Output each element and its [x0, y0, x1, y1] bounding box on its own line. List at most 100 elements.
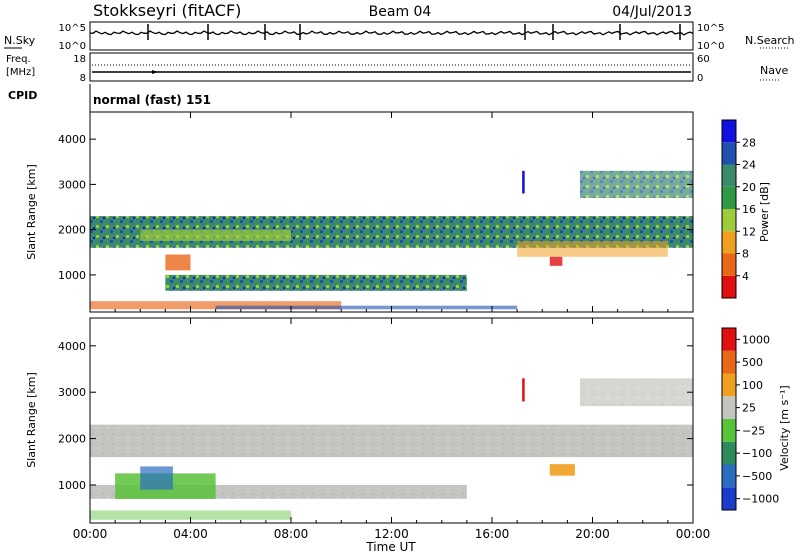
noise-left-tick-bottom: 10^0	[59, 41, 86, 52]
colorbar-segment	[722, 441, 736, 465]
power-patch	[165, 254, 191, 271]
date-label: 04/Jul/2013	[612, 4, 692, 20]
power-y-ticks: 1000 2000 3000 4000	[58, 133, 693, 282]
beam-label: Beam 04	[369, 4, 432, 20]
frequency-tick-top: 18	[73, 54, 86, 65]
power-spot	[549, 256, 563, 266]
x-axis-label: Time UT	[365, 540, 416, 554]
colorbar-segment	[722, 186, 736, 209]
y-tick-label: 1000	[58, 479, 86, 492]
velocity-patch-orange	[549, 464, 575, 476]
noise-left-label: N.Sky	[4, 34, 36, 47]
x-tick-label: 16:00	[475, 527, 510, 541]
power-band-core	[140, 229, 291, 241]
nave-tick-top: 60	[697, 54, 710, 65]
cpid-label: CPID	[8, 89, 37, 102]
frequency-tick-bottom: 8	[80, 73, 86, 84]
colorbar-tick-label: 1000	[742, 333, 770, 346]
colorbar-tick-label: −500	[742, 470, 772, 483]
colorbar-segment	[722, 142, 736, 165]
colorbar-segment	[722, 350, 736, 374]
power-spike	[522, 170, 525, 194]
frequency-panel: Freq. [MHz] 18 8 60 0 Nave	[6, 52, 788, 84]
velocity-colorbar-label: Velocity [m s⁻¹]	[778, 385, 791, 470]
x-tick-label: 20:00	[575, 527, 610, 541]
cpid-value: normal (fast) 151	[93, 93, 211, 107]
colorbar-tick-label: −1000	[742, 493, 779, 506]
colorbar-tick-label: 4	[742, 270, 749, 283]
y-tick-label: 2000	[58, 433, 86, 446]
colorbar-tick-label: 500	[742, 356, 763, 369]
power-band-upper	[579, 170, 693, 198]
power-colorbar-label: Power [dB]	[758, 182, 771, 242]
colorbar-segment	[722, 487, 736, 510]
colorbar-tick-label: −25	[742, 424, 765, 437]
x-tick-label: 04:00	[173, 527, 208, 541]
power-band-late	[517, 240, 668, 257]
velocity-band-low	[90, 510, 291, 520]
colorbar-tick-label: 8	[742, 248, 749, 261]
noise-right-label: N.Search	[745, 34, 795, 47]
colorbar-segment	[722, 275, 736, 298]
noise-left-tick-top: 10^5	[59, 23, 86, 34]
colorbar-segment	[722, 328, 736, 351]
colorbar-frame	[721, 327, 737, 511]
x-tick-label: 12:00	[374, 527, 409, 541]
noise-right-tick-bottom: 10^0	[697, 41, 724, 52]
colorbar-segment	[722, 164, 736, 187]
colorbar-tick-label: 24	[742, 159, 756, 172]
velocity-patch-blue	[140, 466, 173, 490]
y-tick-label: 3000	[58, 178, 86, 191]
power-y-axis-label: Slant Range [km]	[25, 164, 38, 260]
colorbar-segment	[722, 464, 736, 488]
colorbar-tick-label: 25	[742, 402, 756, 415]
colorbar-segment	[722, 209, 736, 232]
x-tick-label: 08:00	[274, 527, 309, 541]
colorbar-tick-label: 16	[742, 203, 756, 216]
colorbar-tick-label: −100	[742, 447, 772, 460]
y-tick-label: 2000	[58, 224, 86, 237]
y-tick-label: 3000	[58, 386, 86, 399]
colorbar-tick-label: 28	[742, 136, 756, 149]
velocity-colorbar: 1000 500 100 25 −25 −100 −500 −1000	[721, 327, 779, 511]
velocity-band-main	[90, 424, 693, 458]
colorbar-segment	[722, 396, 736, 419]
noise-panel: N.Sky 10^5 10^0 10^5 10^0 N.Search	[4, 21, 795, 52]
frequency-label-line1: Freq.	[6, 54, 31, 65]
power-colorbar: 4 8 12 16 20 24 28	[721, 119, 756, 299]
nave-label: Nave	[760, 64, 788, 77]
colorbar-segment	[722, 231, 736, 254]
frequency-label-line2: [MHz]	[6, 67, 35, 78]
velocity-spike	[522, 378, 525, 402]
frequency-frame	[89, 52, 694, 82]
noise-series	[89, 24, 694, 40]
y-tick-label: 4000	[58, 340, 86, 353]
velocity-bands	[90, 378, 693, 520]
velocity-y-axis-label: Slant Range [km]	[25, 372, 38, 468]
power-x-ticks	[89, 112, 694, 312]
noise-right-tick-top: 10^5	[697, 23, 724, 34]
station-title: Stokkseyri (fitACF)	[93, 1, 241, 20]
y-tick-label: 4000	[58, 133, 86, 146]
power-band-low	[90, 301, 342, 310]
power-band-mid	[165, 274, 467, 291]
y-tick-label: 1000	[58, 269, 86, 282]
velocity-y-ticks: 1000 2000 3000 4000	[58, 340, 693, 492]
noise-sky-trace	[89, 30, 694, 36]
colorbar-segment	[722, 253, 736, 276]
velocity-x-ticks: 00:00 04:00 08:00 12:00 16:00 20:00 00:00	[73, 318, 710, 541]
power-band-low-ext	[215, 305, 518, 310]
colorbar-segment	[722, 419, 736, 442]
colorbar-tick-label: 100	[742, 379, 763, 392]
x-tick-label: 00:00	[73, 527, 108, 541]
colorbar-segment	[722, 373, 736, 397]
power-bands	[90, 170, 693, 310]
colorbar-tick-label: 12	[742, 225, 756, 238]
velocity-panel: 1000 2000 3000 4000 00:00 04:00 08:00 12:00 16:…	[25, 317, 791, 541]
frequency-marker	[152, 70, 158, 74]
nave-tick-bottom: 0	[697, 73, 703, 84]
colorbar-segment	[722, 120, 736, 143]
power-panel: 1000 2000 3000 4000 Slant Range [km] 4 8 12 16…	[25, 111, 771, 313]
noise-frame	[89, 21, 694, 51]
